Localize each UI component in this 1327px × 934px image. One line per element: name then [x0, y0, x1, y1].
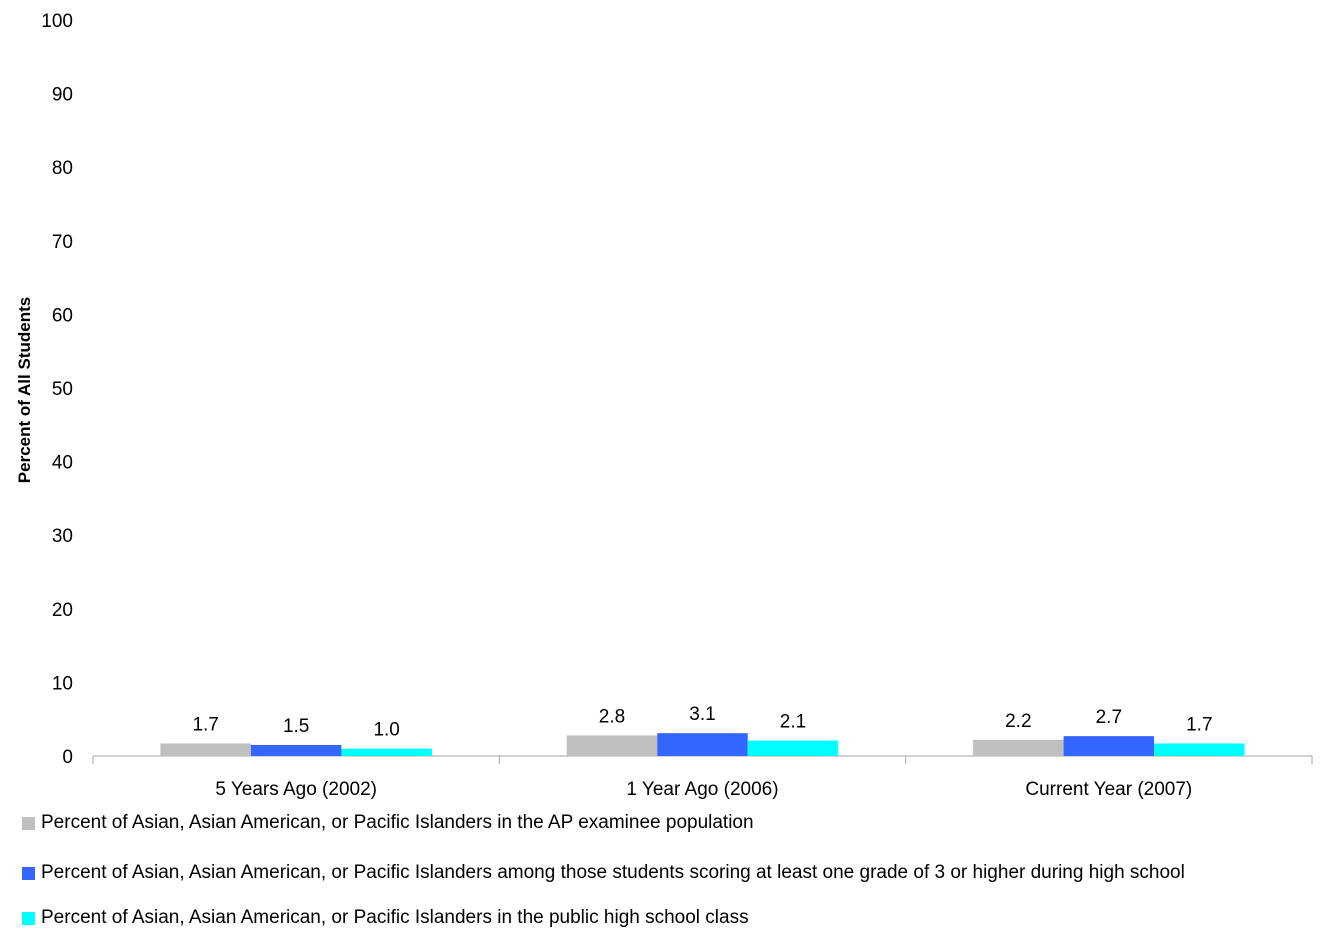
y-tick-label: 90 — [52, 85, 73, 106]
y-tick-label: 0 — [62, 747, 73, 768]
y-tick-label: 30 — [52, 526, 73, 547]
bar — [566, 735, 658, 756]
bar — [250, 744, 342, 756]
bar — [657, 733, 748, 756]
legend-label: Percent of Asian, Asian American, or Pac… — [41, 862, 1185, 883]
y-tick-label: 100 — [41, 11, 73, 32]
y-tick-label: 20 — [52, 600, 73, 621]
y-axis-title: Percent of All Students — [15, 297, 34, 483]
data-label: 2.2 — [1005, 711, 1031, 732]
data-label: 1.7 — [1186, 714, 1212, 735]
bar — [747, 740, 839, 756]
data-label: 1.0 — [373, 720, 399, 741]
legend-swatch-cyan — [22, 912, 35, 925]
bar — [1063, 736, 1155, 756]
bar — [160, 743, 251, 756]
bar-chart: Percent of All Students 0 10 20 30 40 50 60 70 8… — [15, 11, 1313, 800]
bar — [973, 739, 1064, 756]
data-label: 1.7 — [192, 714, 218, 735]
data-label: 2.1 — [780, 712, 806, 733]
y-tick-label: 70 — [52, 232, 73, 253]
y-tick-label: 10 — [52, 673, 73, 694]
y-tick-label: 50 — [52, 379, 73, 400]
legend-label: Percent of Asian, Asian American, or Pac… — [41, 812, 754, 833]
y-tick-label: 80 — [52, 158, 73, 179]
legend-swatch-gray — [22, 817, 35, 830]
bar — [341, 748, 432, 756]
legend-item-scoring-3-plus: Percent of Asian, Asian American, or Pac… — [22, 862, 1321, 884]
data-label: 1.5 — [283, 716, 309, 737]
data-label: 3.1 — [689, 704, 715, 725]
legend-item-ap-examinees: Percent of Asian, Asian American, or Pac… — [22, 812, 1321, 834]
data-label: 2.8 — [599, 706, 625, 727]
y-tick-label: 40 — [52, 453, 73, 474]
bar — [1154, 743, 1245, 756]
legend-swatch-blue — [22, 867, 35, 880]
legend-item-public-hs-class: Percent of Asian, Asian American, or Pac… — [22, 907, 1321, 929]
data-label: 2.7 — [1096, 707, 1122, 728]
x-tick-label: Current Year (2007) — [1025, 779, 1192, 800]
y-tick-label: 60 — [52, 305, 73, 326]
legend-label: Percent of Asian, Asian American, or Pac… — [41, 907, 749, 928]
x-tick-label: 5 Years Ago (2002) — [215, 779, 377, 800]
x-tick-label: 1 Year Ago (2006) — [626, 779, 778, 800]
